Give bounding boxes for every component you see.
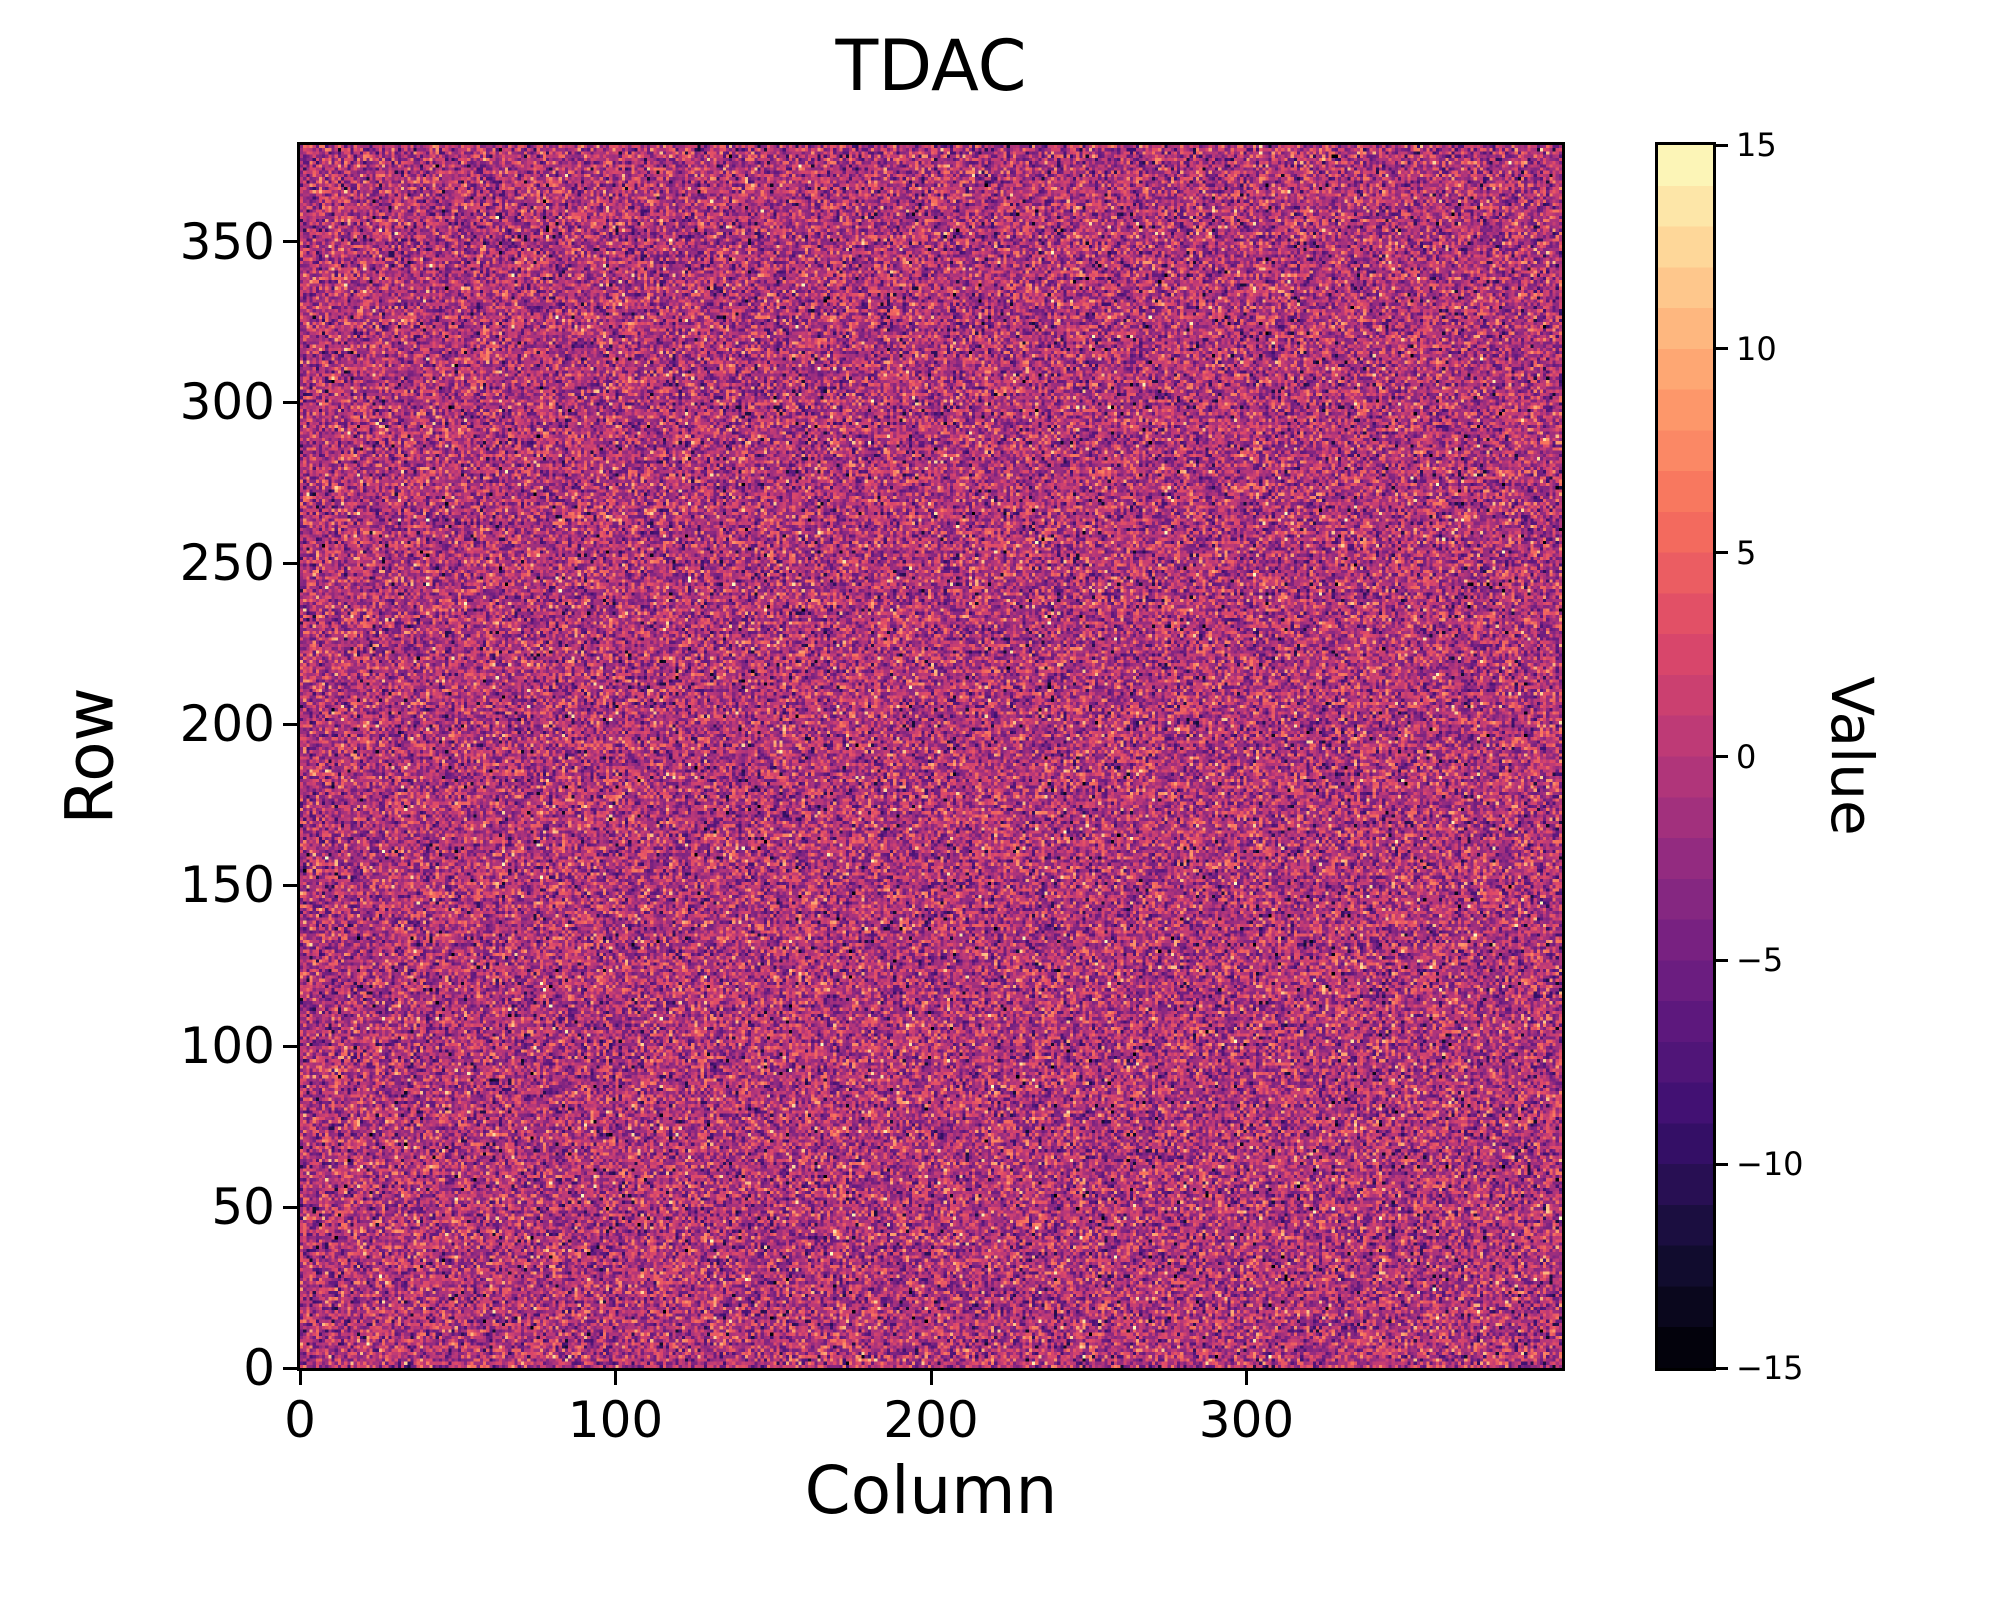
x-tick-mark	[614, 1371, 617, 1385]
colorbar-tick-label: −15	[1736, 1349, 1804, 1387]
colorbar-tick-label: 15	[1736, 126, 1777, 164]
y-axis-label: Row	[51, 687, 129, 825]
plot-area	[297, 142, 1565, 1371]
colorbar-tick-label: −5	[1736, 941, 1784, 980]
y-tick-label: 350	[179, 212, 275, 271]
colorbar-tick-mark	[1716, 755, 1728, 758]
x-tick-label: 200	[883, 1391, 979, 1449]
colorbar-tick-label: −10	[1736, 1145, 1804, 1184]
x-tick-label: 300	[1198, 1391, 1295, 1449]
y-tick-mark	[283, 883, 297, 887]
colorbar-tick-label: 5	[1736, 533, 1757, 572]
x-tick-mark	[1245, 1371, 1248, 1385]
y-tick-mark	[283, 1366, 297, 1370]
x-tick-label: 100	[567, 1391, 664, 1449]
colorbar-tick-mark	[1716, 1162, 1728, 1166]
y-tick-mark	[283, 1205, 297, 1209]
colorbar	[1655, 142, 1716, 1371]
x-axis-label: Column	[804, 1452, 1058, 1529]
colorbar-tick-label: 0	[1736, 737, 1757, 776]
colorbar-tick-mark	[1716, 958, 1728, 962]
colorbar-tick-mark	[1716, 347, 1728, 351]
y-tick-mark	[283, 1044, 297, 1048]
chart-title: TDAC	[835, 25, 1027, 107]
y-tick-label: 300	[179, 373, 275, 432]
heatmap-canvas	[300, 145, 1562, 1368]
colorbar-tick-mark	[1716, 143, 1728, 147]
y-tick-label: 50	[211, 1178, 275, 1237]
y-tick-label: 100	[179, 1017, 275, 1076]
y-tick-mark	[283, 561, 297, 565]
x-tick-mark	[298, 1371, 302, 1385]
colorbar-canvas	[1658, 145, 1713, 1368]
colorbar-label: Value	[1818, 676, 1886, 836]
y-tick-label: 0	[243, 1339, 275, 1397]
x-tick-label: 0	[284, 1391, 316, 1449]
y-tick-label: 200	[179, 695, 275, 754]
colorbar-tick-label: 10	[1736, 329, 1777, 368]
y-tick-mark	[283, 240, 297, 244]
y-tick-label: 150	[179, 856, 275, 915]
y-tick-mark	[283, 722, 297, 726]
colorbar-tick-mark	[1716, 551, 1728, 555]
colorbar-tick-mark	[1716, 1366, 1728, 1370]
y-tick-mark	[283, 400, 297, 404]
x-tick-mark	[929, 1371, 933, 1385]
y-tick-label: 250	[179, 534, 275, 593]
